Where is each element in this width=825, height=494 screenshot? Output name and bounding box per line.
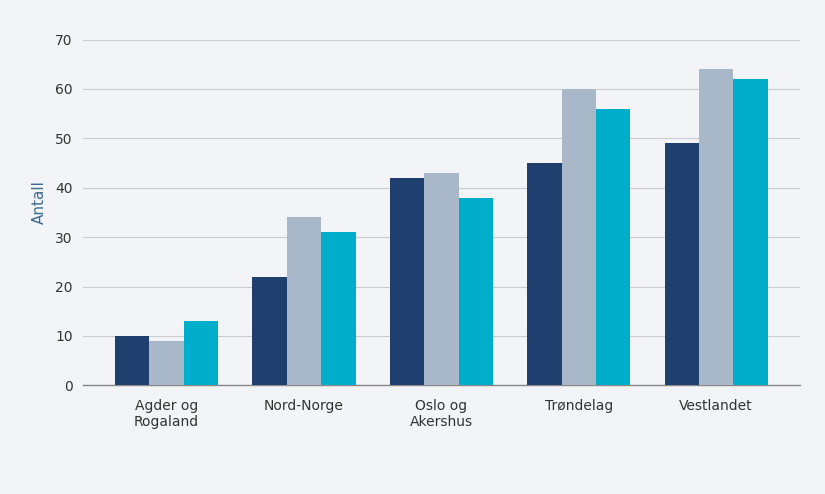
Bar — [596, 109, 630, 385]
Bar — [321, 232, 356, 385]
Y-axis label: Antall: Antall — [32, 181, 47, 224]
Bar — [149, 341, 184, 385]
Bar — [527, 163, 562, 385]
Bar — [562, 89, 596, 385]
Bar — [733, 79, 767, 385]
Bar — [459, 198, 493, 385]
Bar — [424, 173, 459, 385]
Bar — [287, 217, 321, 385]
Bar — [184, 321, 218, 385]
Bar — [252, 277, 287, 385]
Bar — [699, 69, 733, 385]
Bar — [665, 143, 699, 385]
Bar — [116, 336, 149, 385]
Bar — [390, 178, 424, 385]
